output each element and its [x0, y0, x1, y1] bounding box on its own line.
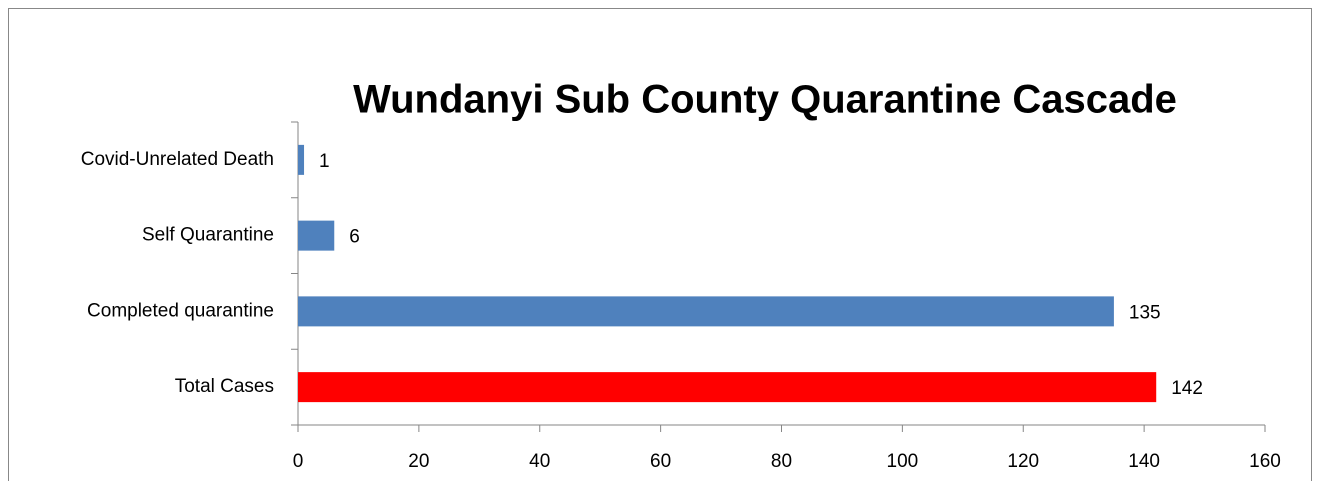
x-tick-label: 20 — [408, 451, 429, 472]
x-tick-label: 140 — [1128, 451, 1160, 472]
x-tick-label: 60 — [650, 451, 671, 472]
data-label: 142 — [1171, 378, 1203, 399]
data-label: 6 — [349, 227, 360, 248]
x-tick-label: 0 — [293, 451, 304, 472]
y-tick-label: Covid-Unrelated Death — [81, 149, 274, 170]
y-tick-label: Self Quarantine — [142, 225, 274, 246]
x-tick-label: 160 — [1249, 451, 1281, 472]
bar — [298, 220, 335, 251]
bar — [298, 296, 1114, 327]
data-label: 135 — [1129, 302, 1161, 323]
x-tick-label: 100 — [887, 451, 919, 472]
chart-border — [8, 8, 1312, 481]
data-label: 1 — [319, 151, 330, 172]
chart-title: Wundanyi Sub County Quarantine Cascade — [353, 78, 1177, 122]
x-tick-label: 120 — [1007, 451, 1039, 472]
bar — [298, 372, 1157, 403]
y-tick-label: Completed quarantine — [87, 300, 274, 321]
x-tick-label: 80 — [771, 451, 792, 472]
bar — [298, 144, 305, 175]
y-tick-label: Total Cases — [175, 376, 274, 397]
x-tick-label: 40 — [529, 451, 550, 472]
